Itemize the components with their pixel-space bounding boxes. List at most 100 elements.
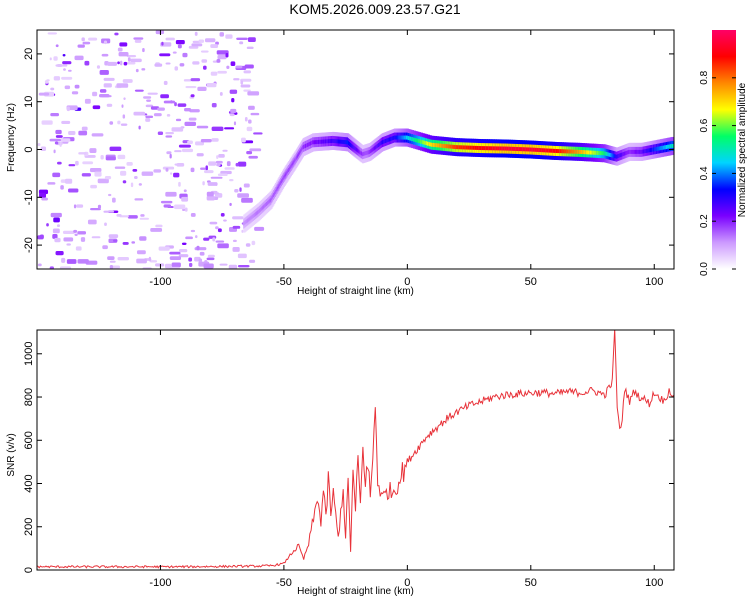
noise-speckle	[240, 80, 244, 85]
noise-speckle	[148, 256, 152, 262]
noise-speckle	[150, 106, 160, 110]
noise-speckle	[141, 68, 146, 71]
trace-core	[531, 147, 535, 152]
noise-speckle	[89, 168, 102, 173]
trace-core	[441, 143, 445, 148]
colorbar-label: Normalized spectral amplitude	[737, 82, 748, 217]
noise-speckle	[244, 64, 254, 69]
noise-speckle	[145, 115, 154, 118]
noise-speckle	[106, 103, 113, 107]
trace-core	[522, 147, 526, 152]
trace-core	[457, 145, 460, 150]
noise-speckle	[178, 254, 189, 258]
noise-speckle	[248, 119, 252, 124]
noise-speckle	[50, 87, 55, 91]
trace-core	[464, 145, 468, 150]
noise-speckle	[55, 135, 63, 138]
noise-speckle	[52, 172, 61, 178]
trace-core	[423, 140, 427, 145]
trace-core	[494, 146, 498, 151]
noise-speckle	[77, 259, 89, 264]
trace-core	[554, 148, 557, 153]
noise-speckle	[140, 214, 145, 217]
noise-speckle	[138, 125, 141, 130]
trace-core	[654, 147, 657, 152]
noise-speckle	[153, 169, 162, 173]
noise-speckle	[49, 266, 54, 269]
trace-core	[471, 145, 475, 150]
noise-speckle	[195, 141, 205, 146]
noise-speckle	[56, 64, 63, 67]
noise-speckle	[122, 114, 126, 119]
noise-speckle	[111, 265, 121, 269]
noise-speckle	[166, 151, 172, 155]
x-tick-label: 50	[525, 577, 537, 589]
trace-core	[592, 150, 596, 155]
noise-speckle	[216, 50, 229, 55]
noise-speckle	[147, 92, 158, 95]
x-axis-label: Height of straight line (km)	[297, 286, 414, 297]
noise-speckle	[61, 76, 73, 80]
y-tick-label: -10	[23, 189, 35, 205]
noise-speckle	[210, 176, 223, 179]
noise-speckle	[224, 167, 235, 170]
noise-speckle	[161, 41, 164, 46]
trace-core	[516, 147, 520, 152]
trace-core	[432, 142, 436, 147]
noise-speckle	[49, 138, 61, 142]
noise-speckle	[189, 262, 193, 267]
noise-speckle	[105, 156, 116, 161]
trace-core	[575, 149, 579, 154]
noise-speckle	[132, 169, 138, 172]
noise-speckle	[81, 37, 85, 42]
noise-speckle	[55, 251, 64, 256]
trace-core	[439, 143, 443, 148]
noise-speckle	[232, 239, 237, 243]
noise-speckle	[149, 260, 158, 263]
noise-speckle	[224, 127, 235, 130]
noise-speckle	[84, 98, 91, 104]
y-tick-label: 0	[23, 146, 35, 152]
trace-core	[502, 146, 506, 151]
noise-speckle	[38, 92, 50, 96]
trace-core	[405, 135, 409, 140]
noise-speckle	[228, 264, 238, 269]
noise-speckle	[101, 53, 109, 57]
noise-speckle	[200, 50, 209, 53]
noise-speckle	[239, 187, 242, 192]
trace-core	[659, 146, 663, 151]
trace-core	[327, 139, 331, 144]
noise-speckle	[97, 178, 109, 184]
noise-speckle	[183, 79, 192, 82]
noise-speckle	[92, 105, 101, 110]
noise-speckle	[47, 32, 57, 35]
noise-speckle	[216, 163, 221, 167]
noise-speckle	[215, 160, 223, 164]
y-axis-label: Frequency (Hz)	[6, 103, 17, 172]
noise-speckle	[114, 32, 119, 36]
noise-speckle	[59, 142, 62, 147]
noise-speckle	[188, 257, 193, 262]
noise-speckle	[241, 229, 244, 233]
trace-core	[525, 147, 529, 152]
noise-speckle	[88, 37, 98, 41]
trace-core	[472, 145, 476, 150]
trace-core	[555, 149, 559, 154]
trace-core	[591, 150, 595, 155]
noise-speckle	[155, 224, 163, 228]
noise-speckle	[187, 140, 193, 144]
trace-core	[360, 151, 363, 156]
trace-core	[416, 138, 420, 143]
trace-core	[520, 147, 524, 152]
noise-speckle	[136, 258, 147, 264]
noise-speckle	[60, 138, 71, 142]
noise-speckle	[249, 148, 262, 152]
noise-speckle	[165, 37, 175, 41]
noise-speckle	[165, 62, 171, 65]
noise-speckle	[247, 37, 256, 42]
noise-speckle	[66, 106, 70, 112]
noise-speckle	[246, 46, 254, 50]
colorbar-tick-label: 0.8	[699, 70, 710, 84]
noise-speckle	[74, 233, 78, 237]
noise-speckle	[139, 236, 147, 241]
